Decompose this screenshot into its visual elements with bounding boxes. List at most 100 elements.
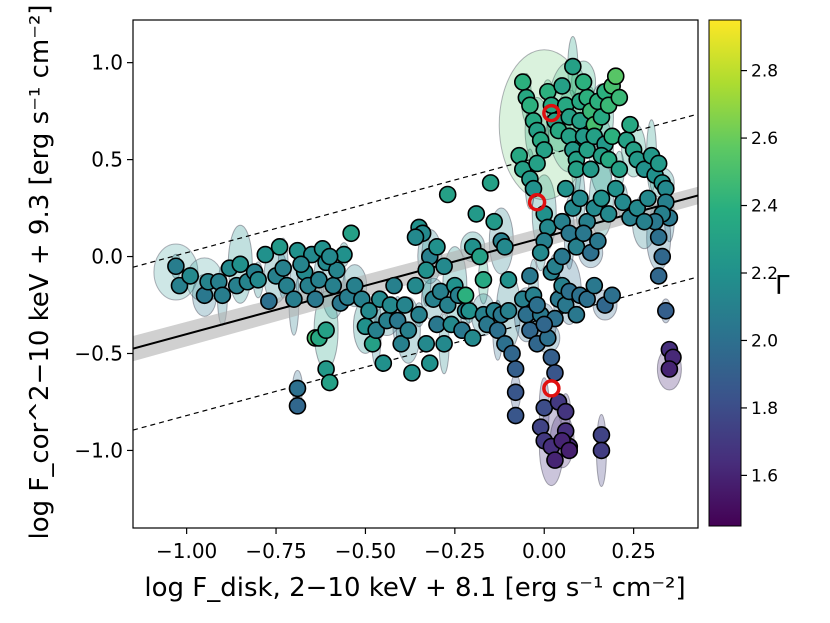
data-point — [324, 276, 343, 295]
data-point — [438, 185, 457, 204]
plot-frame — [132, 19, 699, 529]
data-point — [506, 360, 525, 378]
data-point — [499, 302, 518, 320]
data-point — [649, 228, 668, 246]
data-point — [528, 296, 546, 314]
x-tick-label: −0.75 — [245, 539, 306, 563]
colorbar-tick-label: 1.6 — [751, 466, 778, 486]
data-point — [521, 267, 539, 285]
data-point — [277, 276, 296, 295]
data-point — [292, 255, 310, 274]
data-point — [213, 286, 232, 305]
data-point — [535, 315, 554, 334]
y-tick-label: 1.0 — [91, 51, 123, 75]
y-tick-label: 0.5 — [91, 148, 123, 172]
data-point — [560, 441, 579, 460]
data-point — [167, 257, 185, 276]
data-point — [606, 67, 625, 86]
highlighted-point — [542, 379, 561, 398]
data-point — [649, 267, 668, 285]
data-point — [360, 302, 378, 320]
data-point — [306, 290, 325, 309]
x-tick-label: −0.25 — [424, 539, 485, 563]
x-axis-ticks: −1.00 −0.75 −0.50 −0.25 0.00 0.25 — [156, 528, 656, 563]
data-point — [531, 243, 550, 262]
data-point — [610, 88, 629, 107]
data-point — [485, 212, 503, 231]
data-point — [181, 267, 200, 285]
data-point — [553, 247, 571, 266]
data-point — [496, 238, 514, 256]
data-point — [285, 290, 303, 309]
data-point — [574, 224, 593, 243]
y-tick-label: −1.0 — [74, 438, 123, 462]
colorbar-tick-label: 1.8 — [751, 399, 778, 419]
data-point — [528, 154, 546, 173]
x-tick-label: 0.00 — [522, 539, 567, 563]
data-point — [499, 271, 518, 289]
data-point-layer — [167, 57, 682, 469]
data-point — [320, 373, 339, 392]
colorbar-ticks: 1.6 1.8 2.0 2.2 2.4 2.6 2.8 — [741, 62, 778, 486]
colorbar-label: Γ — [775, 271, 790, 301]
data-point — [546, 364, 564, 382]
data-point — [288, 379, 307, 398]
data-point — [435, 335, 453, 353]
colorbar-tick-label: 2.0 — [751, 331, 778, 351]
highlighted-point — [542, 103, 561, 123]
data-point — [578, 290, 596, 309]
data-point — [657, 302, 675, 320]
colorbar-tick-label: 2.2 — [751, 264, 778, 284]
data-point — [553, 77, 571, 95]
data-point — [463, 329, 482, 347]
data-point — [513, 73, 532, 91]
data-point — [564, 57, 582, 76]
y-axis-label: log F_cor^2−10 keV + 9.3 [erg s⁻¹ cm⁻²] — [25, 4, 55, 539]
data-point — [438, 296, 457, 314]
data-point — [467, 205, 486, 223]
data-point — [606, 179, 625, 198]
data-point — [556, 179, 575, 198]
data-point — [270, 238, 289, 256]
colorbar-tick-label: 2.8 — [751, 62, 778, 82]
y-tick-label: −0.5 — [74, 341, 123, 365]
data-point — [399, 321, 418, 340]
data-point — [506, 383, 525, 402]
data-point — [260, 292, 278, 310]
data-point — [388, 311, 407, 330]
data-point — [417, 261, 436, 279]
data-point — [421, 354, 439, 372]
data-point — [599, 205, 618, 223]
data-point — [456, 286, 475, 305]
data-point — [589, 232, 607, 250]
data-point — [320, 247, 339, 266]
data-point — [481, 174, 500, 192]
x-tick-label: −0.50 — [335, 539, 396, 563]
data-point — [342, 224, 360, 243]
data-point — [328, 261, 346, 279]
highlighted-point — [527, 193, 547, 212]
data-point — [374, 354, 393, 372]
data-point — [428, 238, 446, 256]
data-point — [660, 360, 679, 378]
data-point — [621, 115, 639, 134]
data-point — [592, 441, 611, 460]
data-point — [521, 96, 539, 115]
colorbar-tick-label: 2.6 — [751, 129, 778, 149]
data-point — [170, 276, 189, 295]
x-tick-label: 0.25 — [611, 539, 656, 563]
data-point — [392, 335, 410, 353]
data-point — [628, 199, 647, 217]
data-point — [256, 245, 275, 264]
x-axis-label: log F_disk, 2−10 keV + 8.1 [erg s⁻¹ cm⁻²… — [144, 573, 685, 603]
data-point — [345, 276, 364, 295]
data-point — [571, 189, 589, 208]
data-point — [585, 276, 604, 295]
data-point — [474, 271, 493, 289]
data-point — [385, 276, 403, 295]
x-tick-label: −1.00 — [156, 539, 217, 563]
data-point — [249, 271, 267, 289]
data-point — [460, 302, 478, 320]
data-point — [635, 212, 654, 231]
data-point — [592, 426, 611, 444]
